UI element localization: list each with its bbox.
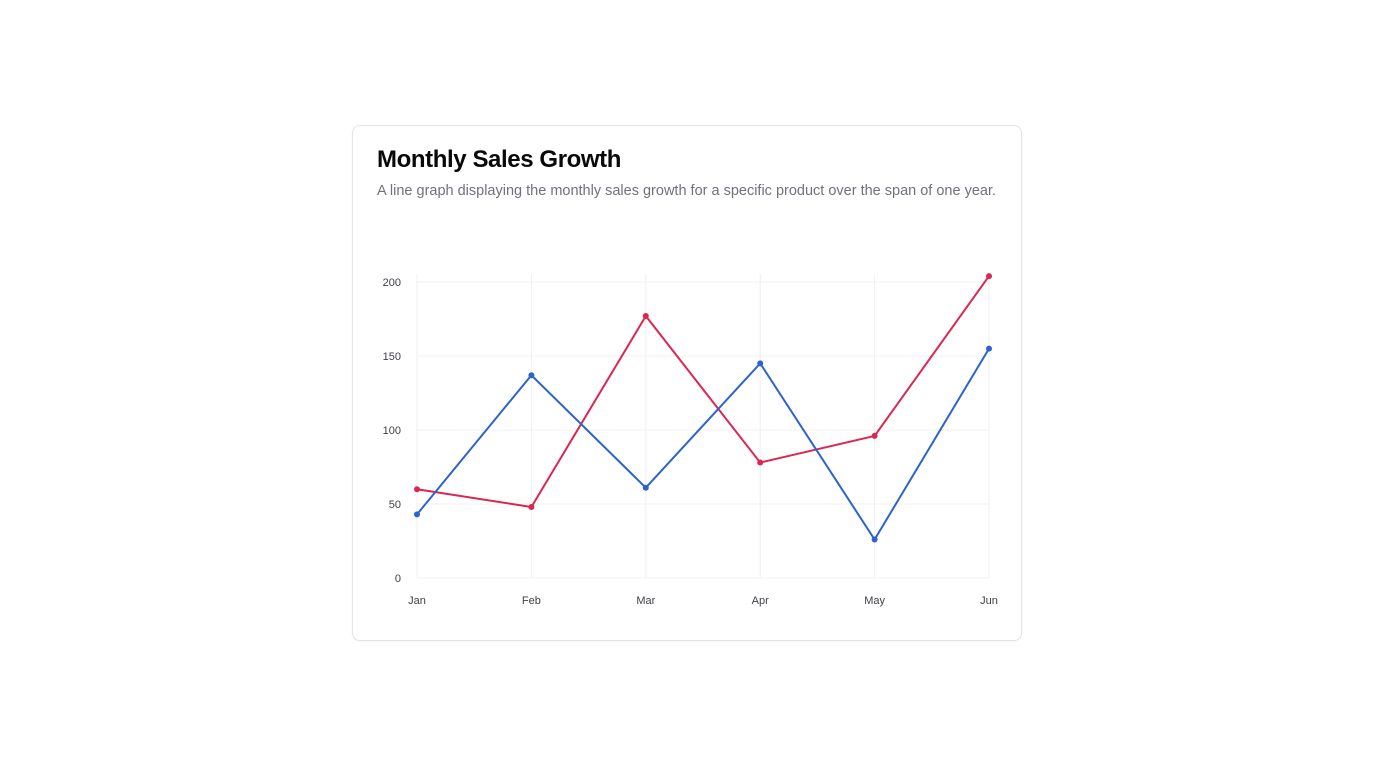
series-2-point: [871, 536, 878, 543]
x-tick-label: Jan: [408, 595, 426, 607]
series-1-point: [528, 503, 535, 510]
series: [414, 273, 992, 543]
axes: 0 50 100 150 200 Jan Feb Mar Apr May Jun: [383, 277, 998, 607]
series-1-point: [871, 432, 878, 439]
y-tick-label: 150: [383, 351, 401, 363]
series-1-point: [414, 486, 420, 493]
card-description: A line graph displaying the monthly sale…: [377, 183, 997, 199]
x-tick-label: May: [864, 595, 885, 607]
series-2-point: [642, 484, 649, 491]
y-tick-label: 50: [389, 499, 401, 511]
series-1-point: [757, 459, 764, 466]
series-1-point: [642, 313, 649, 320]
chart-card: Monthly Sales Growth A line graph displa…: [352, 125, 1022, 641]
series-2-point: [414, 511, 420, 518]
series-1-point: [986, 273, 992, 280]
line-chart: 0 50 100 150 200 Jan Feb Mar Apr May Jun: [383, 273, 998, 607]
series-2-point: [986, 345, 992, 352]
x-tick-label: Jun: [980, 595, 998, 607]
y-tick-label: 100: [383, 425, 401, 437]
x-tick-label: Feb: [522, 595, 541, 607]
y-tick-label: 200: [383, 277, 401, 289]
y-tick-label: 0: [395, 573, 401, 585]
x-tick-label: Apr: [752, 595, 769, 607]
series-line-1: [416, 275, 990, 508]
series-line-2: [416, 347, 990, 541]
series-2-point: [528, 372, 535, 379]
grid: [416, 274, 990, 579]
card-title: Monthly Sales Growth: [377, 146, 622, 173]
series-2-point: [757, 360, 764, 367]
x-tick-label: Mar: [636, 595, 655, 607]
